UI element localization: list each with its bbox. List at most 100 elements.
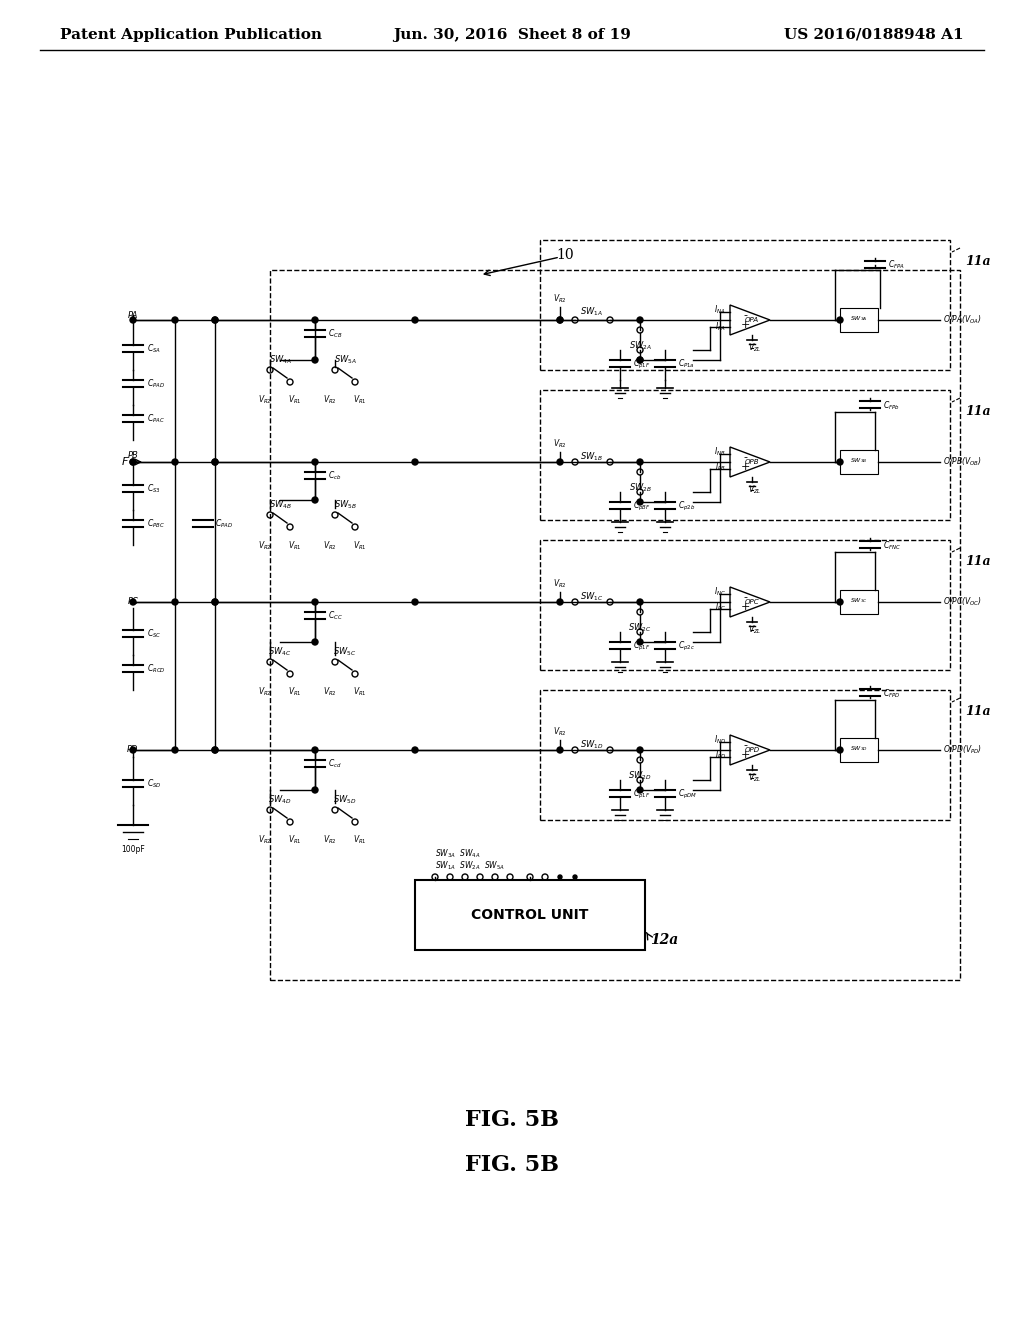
Circle shape: [637, 317, 643, 323]
Circle shape: [557, 459, 563, 465]
Text: $V_{R2}$: $V_{R2}$: [324, 393, 337, 407]
Text: $V_{R2}$: $V_{R2}$: [553, 293, 567, 305]
Text: $I_{PD}$: $I_{PD}$: [715, 748, 726, 762]
Circle shape: [172, 747, 178, 752]
Text: $C_{pDM}$: $C_{pDM}$: [678, 788, 697, 800]
Text: -: -: [743, 310, 746, 319]
Bar: [540, 389, 950, 520]
Text: $V_{R2}$: $V_{R2}$: [553, 578, 567, 590]
Text: $C_{cd}$: $C_{cd}$: [328, 758, 342, 771]
Text: 100pF: 100pF: [121, 845, 144, 854]
Text: $C_{FPD}$: $C_{FPD}$: [883, 688, 900, 700]
Text: PA: PA: [128, 310, 138, 319]
Bar: [540, 540, 950, 671]
Text: $C_{p2b}$: $C_{p2b}$: [678, 499, 695, 512]
Text: $V_{R1}$: $V_{R1}$: [353, 686, 367, 698]
Bar: [840, 450, 878, 474]
Text: US 2016/0188948 A1: US 2016/0188948 A1: [784, 28, 964, 42]
Circle shape: [312, 459, 318, 465]
Circle shape: [130, 459, 136, 465]
Text: $V_{R2}$: $V_{R2}$: [324, 686, 337, 698]
Text: $I_{PA}$: $I_{PA}$: [715, 321, 726, 333]
Text: OPC: OPC: [744, 599, 760, 605]
Text: $V_{R2}$: $V_{R2}$: [324, 539, 337, 552]
Text: 11a: 11a: [965, 405, 990, 418]
Circle shape: [637, 356, 643, 363]
Text: 11a: 11a: [965, 255, 990, 268]
Text: $V_{R2}$: $V_{R2}$: [258, 539, 272, 552]
Text: $SW_{2A}$: $SW_{2A}$: [629, 341, 651, 352]
Text: 11a: 11a: [965, 554, 990, 568]
Text: $SW_{5B}$: $SW_{5B}$: [334, 499, 356, 511]
Text: $I_{NB}$: $I_{NB}$: [715, 446, 726, 458]
Text: OPB: OPB: [744, 459, 759, 465]
Circle shape: [212, 459, 218, 465]
Text: $C_{PAC}$: $C_{PAC}$: [147, 413, 165, 425]
Text: O/PB($V_{OB}$): O/PB($V_{OB}$): [943, 455, 982, 469]
Bar: [840, 738, 878, 762]
Text: O/PC($V_{OC}$): O/PC($V_{OC}$): [943, 595, 982, 609]
Text: $C_{PAD}$: $C_{PAD}$: [147, 378, 165, 391]
Circle shape: [837, 317, 843, 323]
Text: $SW_{3A}$: $SW_{3A}$: [850, 314, 867, 323]
Bar: [840, 308, 878, 333]
Circle shape: [637, 787, 643, 793]
Text: -: -: [743, 741, 746, 750]
Text: $C_{p2c}$: $C_{p2c}$: [678, 639, 695, 652]
Circle shape: [412, 747, 418, 752]
Bar: [415, 880, 645, 950]
Text: F: F: [122, 457, 128, 467]
Circle shape: [312, 356, 318, 363]
Text: -: -: [743, 591, 746, 602]
Circle shape: [637, 499, 643, 506]
Text: $SW_{3A}$  $SW_{4A}$: $SW_{3A}$ $SW_{4A}$: [435, 847, 480, 861]
Circle shape: [172, 317, 178, 323]
Text: $V_{ZL}$: $V_{ZL}$: [749, 484, 762, 496]
Circle shape: [212, 747, 218, 752]
Text: 11a: 11a: [965, 705, 990, 718]
Circle shape: [212, 747, 218, 752]
Text: $SW_{5A}$: $SW_{5A}$: [334, 354, 356, 366]
Circle shape: [212, 317, 218, 323]
Text: $V_{R1}$: $V_{R1}$: [288, 393, 302, 407]
Text: $C_{FPb}$: $C_{FPb}$: [883, 400, 900, 412]
Circle shape: [312, 498, 318, 503]
Circle shape: [557, 599, 563, 605]
Text: $C_{PAD}$: $C_{PAD}$: [215, 517, 233, 531]
Circle shape: [412, 599, 418, 605]
Text: $V_{ZL}$: $V_{ZL}$: [749, 342, 762, 355]
Text: $C_{pBF}$: $C_{pBF}$: [633, 499, 650, 512]
Text: $C_{SC}$: $C_{SC}$: [147, 628, 162, 640]
Text: $SW_{1A}$  $SW_{2A}$  $SW_{5A}$: $SW_{1A}$ $SW_{2A}$ $SW_{5A}$: [435, 859, 505, 873]
Circle shape: [212, 599, 218, 605]
Text: +: +: [740, 319, 750, 330]
Text: $V_{R1}$: $V_{R1}$: [288, 686, 302, 698]
Text: $V_{R2}$: $V_{R2}$: [553, 726, 567, 738]
Text: $I_{ND}$: $I_{ND}$: [714, 734, 726, 746]
Circle shape: [573, 875, 577, 879]
Text: $V_{R2}$: $V_{R2}$: [258, 393, 272, 407]
Text: $C_{RCD}$: $C_{RCD}$: [147, 663, 166, 676]
Text: $V_{R1}$: $V_{R1}$: [288, 539, 302, 552]
Text: CONTROL UNIT: CONTROL UNIT: [471, 908, 589, 921]
Text: $C_{p1F}$: $C_{p1F}$: [633, 639, 650, 652]
Text: $C_{FNC}$: $C_{FNC}$: [883, 540, 901, 552]
Text: $I_{PC}$: $I_{PC}$: [715, 601, 726, 614]
Text: $SW_{1A}$: $SW_{1A}$: [580, 306, 603, 318]
Text: $C_{SD}$: $C_{SD}$: [147, 777, 162, 791]
Text: $SW_{1D}$: $SW_{1D}$: [580, 739, 603, 751]
Text: $SW_{4D}$: $SW_{4D}$: [268, 793, 292, 807]
Circle shape: [837, 599, 843, 605]
Text: O/PA($V_{OA}$): O/PA($V_{OA}$): [943, 314, 982, 326]
Text: $SW_{5D}$: $SW_{5D}$: [333, 793, 356, 807]
Circle shape: [557, 317, 563, 323]
Text: $SW_{1B}$: $SW_{1B}$: [580, 450, 603, 463]
Text: $C_{CB}$: $C_{CB}$: [328, 327, 342, 341]
Circle shape: [637, 747, 643, 752]
Text: $V_{R1}$: $V_{R1}$: [353, 539, 367, 552]
Text: $C_{P1a}$: $C_{P1a}$: [678, 358, 695, 370]
Circle shape: [637, 356, 643, 363]
Text: O/PD($V_{PD}$): O/PD($V_{PD}$): [943, 743, 982, 756]
Text: $C_{CC}$: $C_{CC}$: [328, 610, 343, 622]
Text: $C_{cb}$: $C_{cb}$: [328, 470, 341, 482]
